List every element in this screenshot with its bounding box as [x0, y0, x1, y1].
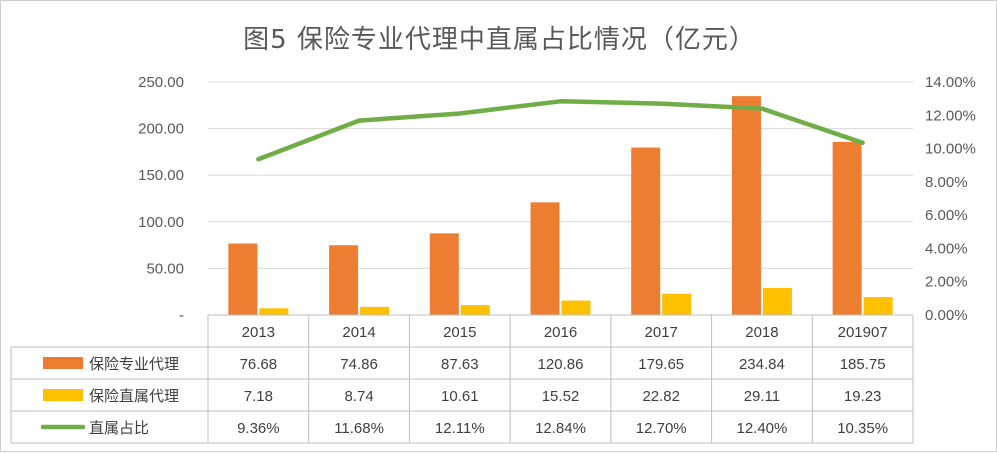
y-right-tick-label: 4.00% [925, 240, 968, 257]
chart-title: 图5 保险专业代理中直属占比情况（亿元） [243, 25, 756, 55]
y-left-tick-label: 50.00 [146, 260, 184, 277]
y-left-tick-label: 100.00 [138, 214, 184, 231]
data-label: 8.74 [344, 388, 373, 405]
y-right-tick-label: 2.00% [925, 274, 968, 291]
y-right-tick-label: 8.00% [925, 174, 968, 191]
category-label: 2015 [443, 324, 476, 341]
data-label: 12.40% [736, 420, 787, 437]
data-label: 9.36% [237, 420, 280, 437]
bar-direct-agency [863, 297, 893, 315]
y-left-tick-label: 200.00 [138, 121, 184, 138]
category-label: 201907 [838, 324, 888, 341]
data-label: 15.52 [542, 388, 580, 405]
bar-direct-agency [762, 287, 792, 315]
category-label: 2017 [645, 324, 678, 341]
bar-direct-agency [561, 300, 591, 315]
data-label: 7.18 [244, 388, 273, 405]
bar-professional-agency [429, 233, 459, 315]
data-label: 12.11% [435, 420, 485, 437]
bar-direct-agency [360, 306, 390, 315]
data-label: 10.61 [441, 388, 479, 405]
category-label: 2014 [342, 324, 375, 341]
data-label: 74.86 [340, 356, 378, 373]
data-label: 185.75 [840, 356, 886, 373]
data-label: 120.86 [538, 356, 584, 373]
y-right-tick-label: 12.00% [925, 107, 976, 124]
data-label: 12.84% [535, 420, 586, 437]
bar-professional-agency [329, 245, 359, 315]
bar-professional-agency [731, 96, 761, 315]
category-label: 2016 [544, 324, 577, 341]
bar-professional-agency [530, 202, 560, 315]
data-label: 22.82 [642, 388, 680, 405]
y-left-tick-label: 150.00 [138, 167, 184, 184]
bar-direct-agency [460, 305, 490, 315]
legend-label: 直属占比 [89, 419, 149, 437]
data-label: 234.84 [739, 356, 785, 373]
category-label: 2018 [745, 324, 778, 341]
bar-direct-agency [259, 308, 289, 315]
data-label: 19.23 [844, 388, 882, 405]
y-right-tick-label: 10.00% [925, 141, 976, 158]
data-label: 87.63 [441, 356, 479, 373]
legend-label: 保险专业代理 [89, 355, 179, 373]
bar-professional-agency [228, 243, 258, 315]
y-right-tick-label: 0.00% [925, 307, 968, 324]
category-label: 2013 [242, 324, 275, 341]
y-left-tick-label: - [179, 307, 184, 324]
y-left-tick-label: 250.00 [138, 74, 184, 91]
bar-professional-agency [832, 141, 862, 315]
data-label: 29.11 [744, 388, 780, 405]
data-label: 12.70% [636, 420, 687, 437]
legend-swatch [43, 357, 83, 369]
y-right-tick-label: 14.00% [925, 74, 976, 91]
data-label: 179.65 [638, 356, 684, 373]
data-label: 10.35% [837, 420, 888, 437]
legend-label: 保险直属代理 [89, 387, 179, 405]
bar-direct-agency [662, 293, 692, 315]
data-label: 76.68 [240, 356, 278, 373]
data-label: 11.68% [334, 420, 384, 437]
y-right-tick-label: 6.00% [925, 207, 968, 224]
series-line-direct-ratio [256, 99, 865, 162]
bar-professional-agency [631, 147, 661, 315]
legend-swatch [43, 389, 83, 401]
